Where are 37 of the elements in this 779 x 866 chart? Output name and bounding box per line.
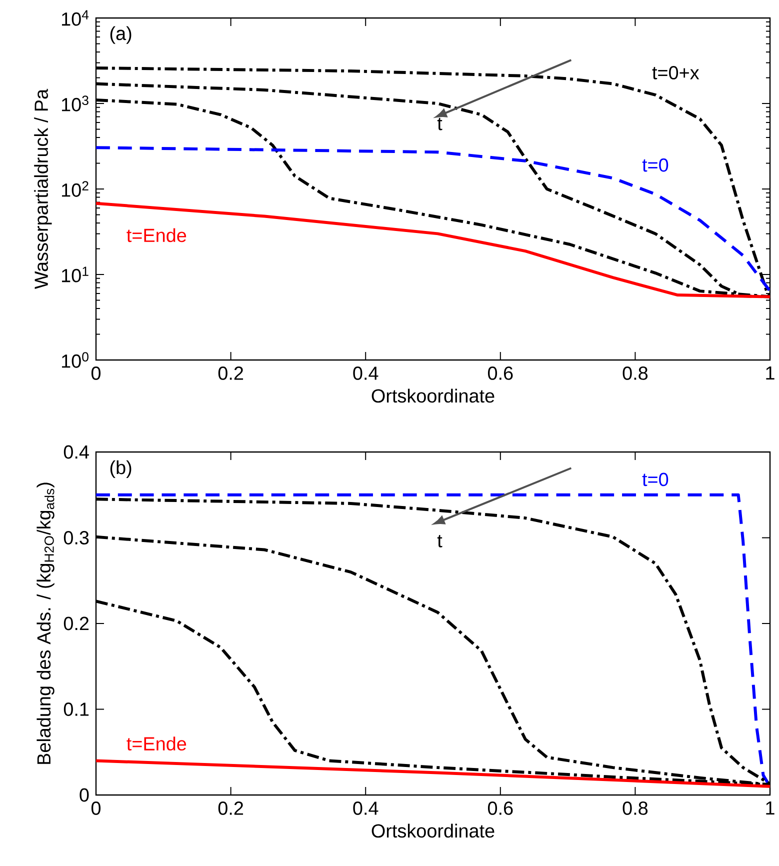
annotation: (a) [110, 26, 132, 44]
x-axis-title: Ortskoordinate [372, 824, 494, 838]
x-axis-title: Ortskoordinate [372, 388, 494, 403]
annotation: t [437, 118, 442, 130]
y-tick-label: 10$^{4}$ [62, 10, 89, 26]
y-axis-title: Beladung des Ads. / (kg$_{H2O}$/kg$_{ads}$) [36, 482, 54, 764]
x-tick-label: 0 [91, 802, 101, 815]
annotation: t=0 [642, 472, 668, 486]
annotation: t=Ende [126, 736, 186, 751]
x-tick-label: 0.8 [622, 366, 648, 380]
y-tick-label: 0 [80, 788, 89, 802]
x-tick-label: 0.6 [488, 366, 513, 380]
x-tick-label: 0 [91, 366, 101, 380]
y-axis-title: Wasserpartialdruck / Pa [34, 88, 52, 290]
x-tick-label: 1 [766, 802, 774, 815]
y-tick-label: 10$^{1}$ [62, 266, 88, 282]
y-tick-label: 0.4 [64, 445, 89, 459]
line-series [96, 202, 770, 298]
annotation: t=Ende [126, 228, 186, 242]
y-tick-label: 0.2 [64, 616, 89, 630]
x-tick-label: 0.2 [218, 366, 244, 380]
x-tick-label: 1 [766, 366, 774, 380]
y-tick-label: 10$^{3}$ [62, 96, 88, 112]
y-tick-label: 10$^{2}$ [62, 181, 88, 197]
x-tick-label: 0.2 [218, 802, 244, 815]
annotation: t [437, 534, 442, 548]
line-series [96, 146, 770, 293]
y-tick-label: 0.1 [64, 702, 89, 716]
annotation: t=0+x [652, 66, 700, 80]
x-tick-label: 0.4 [353, 366, 378, 380]
x-tick-label: 0.8 [622, 802, 648, 815]
y-tick-label: 10$^{0}$ [62, 352, 88, 368]
y-tick-label: 0.3 [64, 531, 89, 544]
annotation: (b) [110, 460, 132, 478]
x-tick-label: 0.6 [488, 802, 513, 815]
x-tick-label: 0.4 [353, 802, 378, 815]
annotation: t=0 [642, 158, 668, 172]
